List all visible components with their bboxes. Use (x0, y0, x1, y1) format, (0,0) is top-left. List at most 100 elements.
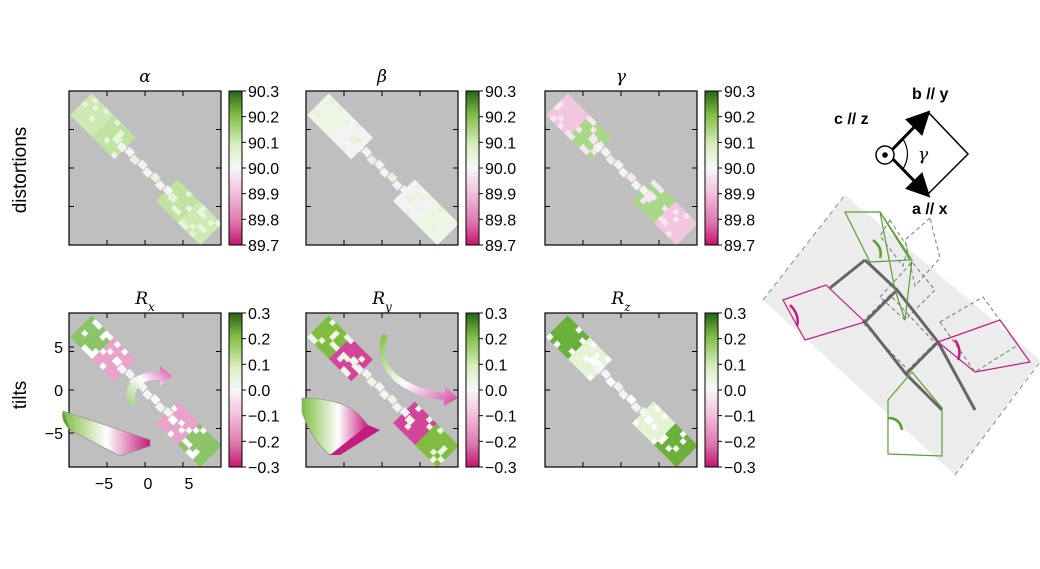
map-cell (689, 219, 697, 228)
bridge-cell (361, 146, 373, 158)
map-cell (603, 355, 612, 364)
bridge-cell (391, 402, 403, 413)
map-cell (682, 226, 691, 235)
colorbar-tick-label: −0.1 (248, 409, 280, 426)
bold-edge-1 (829, 258, 866, 290)
green-cell-bottom (887, 371, 943, 457)
magenta-angle-right (953, 339, 961, 361)
sample-block (307, 93, 373, 160)
map-cell (199, 233, 208, 242)
map-cell (113, 369, 122, 378)
bridge-cell (348, 356, 360, 367)
panel-title-subscript: y (384, 300, 392, 314)
panel-title: γ (616, 67, 627, 87)
map-cell (120, 362, 129, 371)
colorbar (228, 90, 243, 246)
bridge-cell (348, 134, 360, 145)
sample-map (546, 315, 697, 467)
colorbar-tick-label: 90.1 (485, 135, 516, 152)
map-cell (206, 448, 215, 457)
panel-title: α (139, 67, 151, 87)
row-label-distortions: distortions (10, 127, 31, 214)
bridge-cell (162, 184, 174, 196)
rx-rotation-arrow (126, 366, 172, 405)
panel-title: Rx (134, 289, 155, 314)
colorbar-tick-label: 90.0 (248, 161, 279, 178)
bridge-cell (353, 363, 365, 375)
map-cell (347, 373, 356, 382)
angle-label: γ (918, 145, 929, 165)
magenta-cell-left (782, 284, 867, 341)
x-tick-label: 5 (185, 476, 194, 493)
colorbar-tick-label: −0.1 (724, 409, 756, 426)
green-angle-top (872, 239, 882, 259)
ry-sheet-edge (330, 425, 380, 455)
colorbar-tick-label: 90.2 (248, 110, 279, 127)
bridge-cell (587, 134, 599, 145)
map-cell (120, 140, 129, 149)
y-tick-label: 0 (54, 383, 63, 400)
colorbar-tick-label: 0.3 (724, 306, 746, 323)
sample-block (393, 401, 458, 467)
bridge-cell (366, 154, 378, 166)
map-cell (443, 448, 452, 457)
row-label-tilts: tilts (10, 381, 31, 410)
x-tick-label: 0 (144, 476, 153, 493)
b-axis-label: b // y (912, 86, 949, 103)
bridge-cell (625, 172, 637, 183)
colorbar (465, 90, 480, 246)
map-cell (213, 441, 221, 450)
bridge-cell (374, 381, 385, 393)
map-cell (203, 230, 212, 239)
colorbar-tick-label: 0.2 (724, 332, 746, 349)
colorbar (704, 90, 719, 246)
a-axis-arrow (886, 152, 931, 198)
map-cell (689, 441, 697, 450)
bridge-cell (399, 184, 411, 196)
map-cell (450, 219, 458, 228)
green-cell-top-right (879, 211, 913, 321)
bridge-cell (154, 402, 166, 413)
sample-bridge (348, 134, 416, 204)
map-cell (124, 359, 133, 368)
map-cell (596, 362, 605, 371)
map-cell (675, 455, 684, 464)
sample-block (156, 179, 221, 245)
colorbar-tick-label: −0.2 (724, 434, 756, 451)
bridge-cell (399, 406, 411, 418)
map-cell (350, 369, 359, 378)
sample-map (546, 93, 697, 245)
y-tick-label: −5 (45, 426, 63, 443)
map-cell (203, 452, 212, 461)
colorbar-tick-label: 0.3 (485, 306, 507, 323)
sample-bridge (587, 356, 655, 426)
bridge-cell (366, 376, 378, 388)
panel-title-subscript: z (623, 300, 631, 314)
bold-edge-2 (863, 258, 899, 292)
panel-4: Rx 0.3 0.2 0.1 0.0 −0.1 −0.2 −0.3 5 0 −5 −5 0 5 (45, 289, 280, 493)
bridge-cell (613, 159, 624, 171)
colorbar-tick-label: 0.0 (248, 383, 270, 400)
bridge-cell (167, 414, 179, 426)
map-cell (450, 441, 458, 450)
sample-block (632, 401, 697, 467)
rx-tilt-illustration (62, 366, 172, 457)
sample-block (393, 179, 458, 245)
map-cell (433, 459, 442, 467)
sample-bridge (587, 134, 655, 204)
map-cell (600, 137, 609, 146)
b-axis-arrow (886, 110, 931, 156)
bridge-cell (600, 146, 612, 158)
sample-map (307, 93, 458, 245)
axes-diagram: γ c // z b // y a // x (834, 86, 970, 218)
sample-map (70, 93, 221, 245)
map-cell (589, 369, 598, 378)
colorbar-tick-label: 89.9 (724, 187, 755, 204)
bridge-cell (592, 141, 604, 153)
colorbar (704, 312, 719, 468)
colorbar-tick-label: 90.3 (248, 84, 279, 101)
map-cell (127, 133, 136, 142)
sample-bridge (111, 134, 179, 204)
map-cell (361, 359, 370, 368)
lattice-edge-1 (762, 194, 846, 301)
